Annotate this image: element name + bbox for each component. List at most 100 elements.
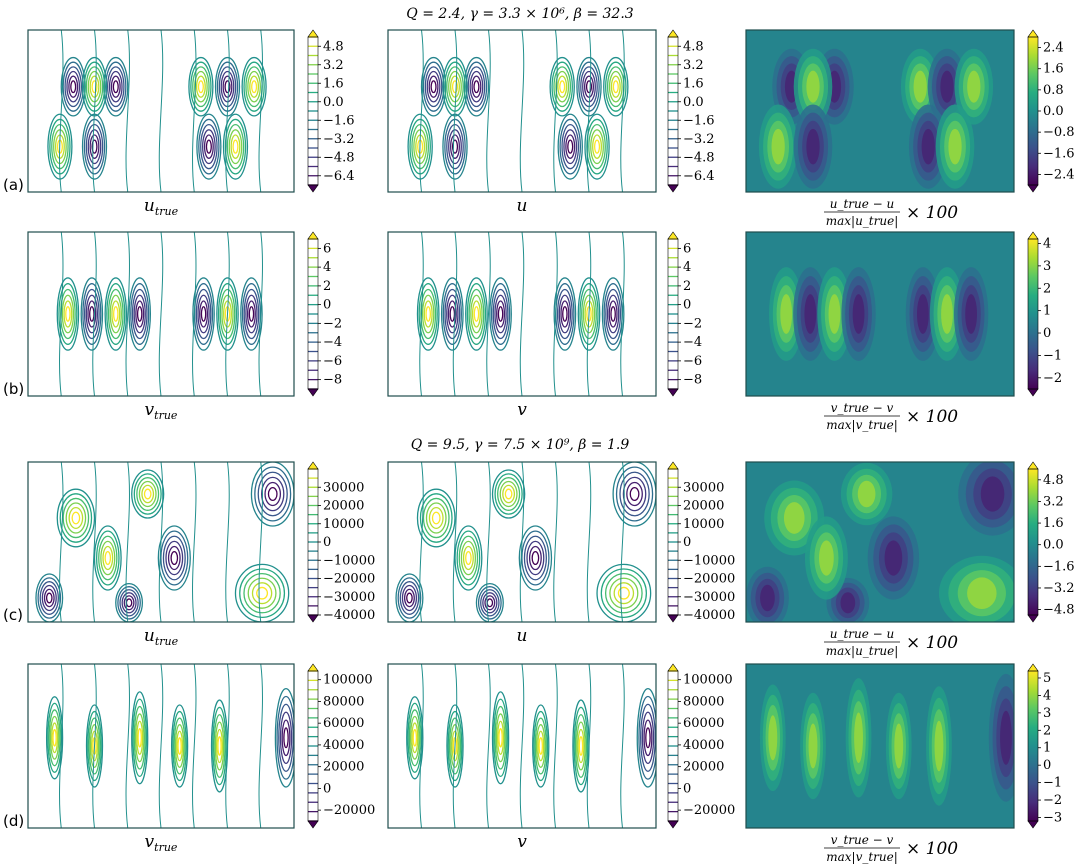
contour-line-1 xyxy=(604,572,643,614)
colorbar-tick-label: 2.4 xyxy=(1043,41,1064,56)
contour-line-1 xyxy=(251,582,273,605)
contour-line-2 xyxy=(495,713,506,763)
contour-line-zero xyxy=(92,30,97,192)
colorbar-tick-label: −2 xyxy=(683,316,702,331)
contour-line-5 xyxy=(219,288,236,340)
contour-line-5 xyxy=(278,703,294,772)
colorbar-tick-label: 80000 xyxy=(323,694,364,709)
contour-line-4 xyxy=(85,123,104,170)
contour-line-0 xyxy=(406,696,424,780)
contour-line-3 xyxy=(535,724,546,768)
contour-line-5 xyxy=(190,61,212,112)
contour-line-0 xyxy=(626,481,643,507)
colorbar-tick-label: 1.6 xyxy=(683,76,704,91)
contour-line-5 xyxy=(577,277,601,351)
contour-line-3 xyxy=(176,730,184,762)
filled-contour-2 xyxy=(783,502,805,534)
contour-line-zero xyxy=(419,232,424,396)
contour-line-zero xyxy=(158,232,164,396)
contour-line-2 xyxy=(497,720,505,755)
contour-line-2 xyxy=(466,283,487,345)
contour-line-zero xyxy=(419,30,424,192)
colorbar-fill xyxy=(1028,239,1038,389)
colorbar-tick-label: −1 xyxy=(1043,348,1062,363)
contour-line-1 xyxy=(89,306,95,322)
contour-line-0 xyxy=(58,283,78,345)
contour-line-zero xyxy=(158,462,164,622)
contour-line-4 xyxy=(397,577,422,619)
colorbar-tick-label: 60000 xyxy=(323,716,364,731)
colorbar-tick-label: −1 xyxy=(1043,776,1062,791)
colorbar-tick-label: −2 xyxy=(1043,793,1062,808)
colorbar-fill xyxy=(1028,469,1038,615)
contour-line-0 xyxy=(49,715,60,760)
contour-line-6 xyxy=(165,540,184,576)
contour-line-zero xyxy=(59,30,64,192)
contour-line-8 xyxy=(561,123,580,170)
colorbar-tick-label: 0.0 xyxy=(1043,104,1064,119)
colorbar-tick-label: 4 xyxy=(323,260,331,275)
colorbar-tick-label: 6 xyxy=(683,241,691,256)
contour-line-0 xyxy=(64,66,83,108)
contour-line-4 xyxy=(212,706,227,786)
colorbar-tick-label: −3.2 xyxy=(323,132,355,147)
plot-frame xyxy=(387,231,657,397)
colorbar-tick-label: −2 xyxy=(323,316,342,331)
contour-line-4 xyxy=(213,714,226,778)
contour-line-4 xyxy=(91,139,98,154)
contour-line-zero xyxy=(225,462,230,622)
filled-contour-2 xyxy=(854,712,863,764)
contour-line-7 xyxy=(612,80,619,94)
contour-line-2 xyxy=(132,698,148,778)
contour-line-zero xyxy=(519,462,525,622)
colorbar-frame xyxy=(667,36,679,186)
contour-line-0 xyxy=(423,300,433,328)
xlabel: vtrue xyxy=(145,400,178,422)
contour-line-zero xyxy=(59,232,64,396)
contour-line-7 xyxy=(95,530,120,586)
plot-area xyxy=(28,30,294,192)
contour-line-1 xyxy=(239,568,286,619)
contour-line-zero xyxy=(192,462,197,622)
colorbar-extend-max xyxy=(667,29,679,38)
colorbar-tick-label: 100000 xyxy=(323,673,373,688)
contour-line-5 xyxy=(636,687,656,788)
contour-line-7 xyxy=(465,550,472,566)
filled-contour-4 xyxy=(806,128,820,165)
contour-line-7 xyxy=(251,80,258,94)
contour-line-7 xyxy=(104,550,112,566)
contour-line-2 xyxy=(113,306,119,322)
colorbar-extend-min xyxy=(307,184,319,193)
colorbar-extend-min xyxy=(667,614,679,623)
contour-line-3 xyxy=(138,480,157,508)
colorbar-extend-min xyxy=(1027,184,1039,193)
contour-line-9 xyxy=(228,129,243,165)
contour-line-1 xyxy=(82,283,102,345)
contour-line-1 xyxy=(110,75,121,98)
contour-line-6 xyxy=(248,306,255,322)
contour-line-0 xyxy=(63,300,73,328)
contour-line-6 xyxy=(523,535,547,581)
contour-line-5 xyxy=(274,687,294,788)
xlabel: u xyxy=(517,626,528,646)
contour-line-6 xyxy=(245,294,258,334)
contour-line-7 xyxy=(454,525,483,591)
colorbar-tick-label: −1.6 xyxy=(1043,146,1075,161)
panel-d-err: 5 4 3 2 1 0 −1 −2 −3 v_true − v max|v_true| × 100 xyxy=(745,663,1062,864)
filled-contour-7 xyxy=(819,540,834,576)
contour-line-7 xyxy=(458,535,479,581)
contour-line-1 xyxy=(88,717,101,775)
error-scale: × 100 xyxy=(906,407,958,427)
contour-line-9 xyxy=(230,134,241,159)
contour-line-zero xyxy=(519,664,525,828)
contour-line-5 xyxy=(197,80,204,94)
colorbar-extend-max xyxy=(307,461,319,470)
plot-frame xyxy=(745,663,1015,829)
contour-line-zero xyxy=(486,30,491,192)
colorbar-tick-label: 1.6 xyxy=(323,76,344,91)
contour-line-3 xyxy=(504,488,513,500)
colorbar-frame xyxy=(1027,670,1039,822)
contour-line-5 xyxy=(551,61,573,112)
contour-line-zero xyxy=(258,664,263,828)
row-label: (b) xyxy=(3,380,24,398)
